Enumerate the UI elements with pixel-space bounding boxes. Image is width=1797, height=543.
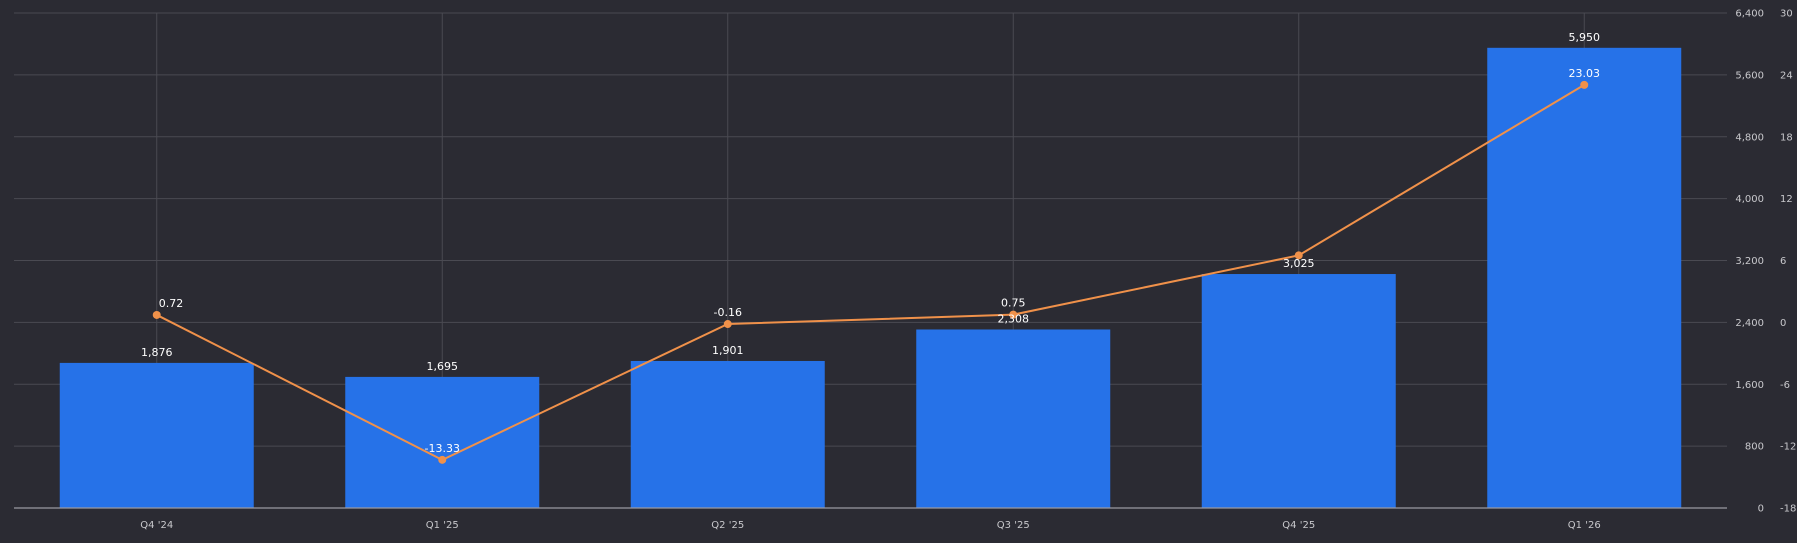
- line-value-label: 23.03: [1569, 67, 1601, 80]
- x-tick-label: Q2 '25: [711, 520, 744, 531]
- line-value-label: -13.33: [425, 442, 460, 455]
- bar: [59, 362, 254, 508]
- y-left-tick-label: 4,000: [1735, 194, 1764, 205]
- bar-value-label: 3,025: [1283, 257, 1315, 270]
- bar-value-label: 5,950: [1569, 31, 1601, 44]
- x-tick-label: Q1 '25: [426, 520, 459, 531]
- x-tick-label: Q1 '26: [1568, 520, 1601, 531]
- x-tick-label: Q3 '25: [997, 520, 1030, 531]
- line-value-label: -0.16: [714, 306, 742, 319]
- y-right-tick-label: 6: [1780, 256, 1786, 267]
- y-left-tick-label: 800: [1745, 442, 1764, 453]
- bar-layer: [59, 47, 1682, 508]
- line-point: [1009, 310, 1018, 319]
- bar-value-label: 2,308: [998, 312, 1030, 325]
- bar: [345, 376, 540, 508]
- line-point: [1294, 251, 1303, 260]
- y-left-tick-label: 6,400: [1735, 9, 1764, 20]
- y-right-tick-label: 30: [1780, 9, 1793, 20]
- y-right-tick-label: -12: [1780, 442, 1796, 453]
- y-left-tick-label: 2,400: [1735, 318, 1764, 329]
- line-layer: [152, 80, 1589, 464]
- line-point: [1580, 80, 1589, 89]
- label-layer: 0 800 1,600 2,400 3,200 4,000 4,800 5,600 6,400 -…: [140, 9, 1796, 532]
- y-right-tick-label: -6: [1780, 380, 1790, 391]
- bar: [916, 329, 1111, 508]
- y-right-tick-label: 24: [1780, 70, 1793, 81]
- y-right-tick-label: 0: [1780, 318, 1786, 329]
- x-tick-label: Q4 '24: [140, 520, 173, 531]
- x-tick-label: Q4 '25: [1282, 520, 1315, 531]
- line-point: [438, 455, 447, 464]
- line-value-label: 0.75: [1001, 297, 1026, 310]
- y-left-tick-label: 1,600: [1735, 380, 1764, 391]
- y-right-tick-label: -18: [1780, 504, 1796, 515]
- bar-value-label: 1,876: [141, 346, 173, 359]
- line-point: [723, 320, 732, 329]
- bar: [1487, 47, 1682, 508]
- y-left-tick-label: 4,800: [1735, 132, 1764, 143]
- line-value-label: 0.72: [159, 297, 184, 310]
- y-left-tick-label: 3,200: [1735, 256, 1764, 267]
- bar: [630, 360, 825, 508]
- bar-value-label: 1,901: [712, 344, 744, 357]
- line-series: [156, 84, 1585, 461]
- y-right-tick-label: 18: [1780, 132, 1793, 143]
- y-left-tick-label: 5,600: [1735, 70, 1764, 81]
- bar-value-label: 1,695: [427, 360, 459, 373]
- grid-layer: [14, 12, 1727, 508]
- y-left-tick-label: 0: [1758, 504, 1764, 515]
- bar: [1201, 274, 1396, 508]
- line-point: [152, 310, 161, 319]
- y-right-tick-label: 12: [1780, 194, 1793, 205]
